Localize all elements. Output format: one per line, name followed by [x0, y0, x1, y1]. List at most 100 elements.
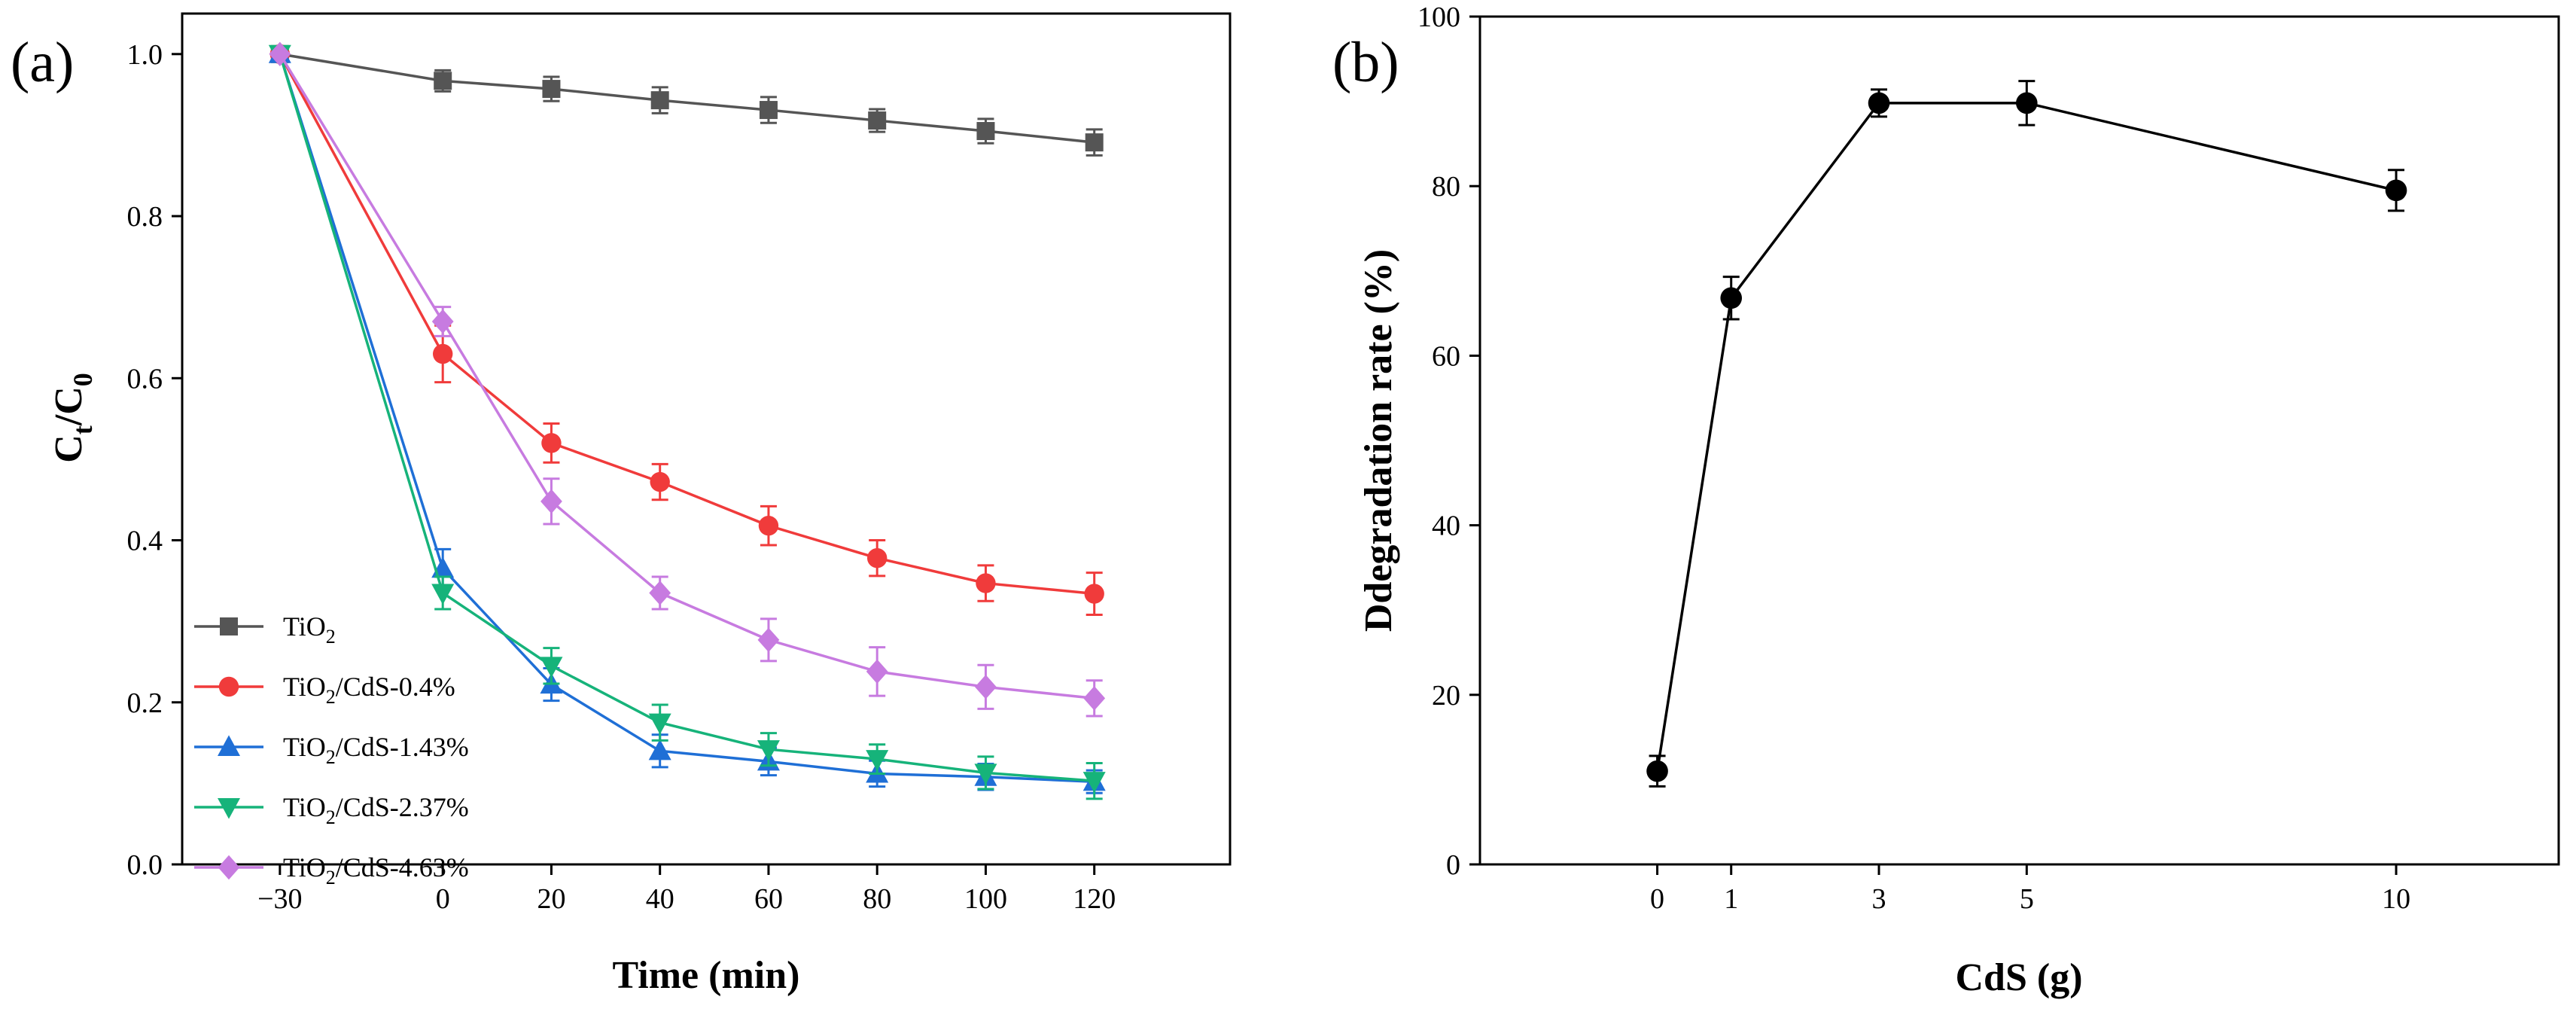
- legend-item: TiO2/CdS-1.43%: [194, 732, 469, 768]
- series-line: [279, 53, 1095, 596]
- x-axis-title-b: CdS (g): [1955, 956, 2082, 999]
- data-point: [431, 584, 455, 605]
- chart-a: (a) −30 0 20 40 60 80 100 120 0.0 0.2 0.4 0.6 0.8 1.0…: [11, 12, 1232, 997]
- data-point: [431, 309, 454, 334]
- series-line: [1655, 102, 2397, 772]
- data-point: [648, 713, 671, 735]
- plot-frame-b: [1478, 15, 2560, 866]
- y-axis-title-a: Ct/C0: [47, 373, 98, 463]
- series-0: [270, 44, 1104, 157]
- series-line: [279, 53, 1095, 700]
- series-4: [269, 41, 1106, 718]
- data-point: [1083, 686, 1106, 711]
- x-axis-title-a: Time (min): [613, 954, 800, 997]
- data-point: [1868, 92, 1890, 114]
- legend-marker: [220, 617, 238, 635]
- data-point: [974, 764, 997, 785]
- data-point: [1082, 772, 1106, 793]
- y-axis-title-a-sub1: t: [68, 425, 98, 434]
- panel-label-b: (b): [1332, 31, 1399, 94]
- data-point: [866, 750, 889, 771]
- data-point: [1646, 760, 1668, 782]
- y-axis-title-a-slash: /C: [47, 386, 90, 426]
- legend-label: TiO2/CdS-4.63%: [283, 852, 469, 888]
- data-point: [650, 91, 669, 110]
- legend-label: TiO2/CdS-1.43%: [283, 732, 469, 768]
- series-3: [268, 44, 1106, 800]
- y-tick-label: 100: [1417, 2, 1460, 33]
- x-tick-label: 3: [1872, 883, 1886, 915]
- series-0: [1646, 80, 2407, 788]
- y-tick-label: 1.0: [127, 39, 163, 71]
- panel-label-a: (a): [11, 31, 74, 94]
- legend-a: TiO2 TiO2/CdS-0.4% TiO2/CdS-1.43% TiO2/CdS-…: [194, 611, 469, 888]
- data-point: [975, 675, 997, 699]
- data-point: [541, 433, 562, 453]
- y-tick-label: 0.0: [127, 849, 163, 881]
- data-point: [868, 111, 887, 130]
- legend-marker: [218, 798, 240, 819]
- legend-marker: [218, 855, 240, 880]
- series-line: [279, 53, 1095, 783]
- data-point: [650, 471, 670, 492]
- y-tick-label: 20: [1432, 680, 1460, 712]
- data-point: [540, 489, 562, 514]
- x-tick-label: 0: [436, 883, 450, 915]
- data-point: [542, 80, 561, 99]
- data-point: [1085, 133, 1104, 152]
- y-tick-label: 80: [1432, 171, 1460, 203]
- x-tick-label: 40: [646, 883, 674, 915]
- x-tick-label: 20: [537, 883, 565, 915]
- x-tick-label: 1: [1724, 883, 1738, 915]
- data-point: [866, 548, 888, 568]
- y-tick-label: 0.4: [127, 526, 163, 557]
- data-point: [2016, 92, 2038, 114]
- data-point: [269, 41, 291, 67]
- legend-label: TiO2/CdS-2.37%: [283, 792, 469, 828]
- legend-item: TiO2/CdS-0.4%: [194, 672, 455, 708]
- x-tick-label: −30: [257, 883, 302, 915]
- data-point: [648, 739, 671, 760]
- data-point: [1720, 287, 1743, 309]
- y-tick-label: 60: [1432, 340, 1460, 372]
- plot-frame-a: [181, 12, 1232, 866]
- legend-item: TiO2/CdS-4.63%: [194, 852, 469, 888]
- x-tick-label: 80: [863, 883, 891, 915]
- x-tick-label: 5: [2020, 883, 2034, 915]
- data-point: [866, 659, 888, 684]
- legend-marker: [218, 676, 239, 697]
- y-tick-label: 0.2: [127, 687, 163, 719]
- y-axis-title-a-main: C: [47, 434, 90, 463]
- legend-label: TiO2/CdS-0.4%: [283, 672, 455, 708]
- legend-marker: [218, 735, 240, 756]
- data-point: [757, 740, 780, 761]
- data-point: [759, 101, 778, 120]
- data-point: [2385, 179, 2407, 202]
- legend-item: TiO2: [194, 611, 336, 648]
- data-point: [432, 343, 453, 364]
- data-point: [434, 72, 452, 90]
- data-point: [758, 515, 779, 536]
- series-line: [279, 53, 1095, 782]
- x-tick-label: 100: [964, 883, 1007, 915]
- y-tick-label: 40: [1432, 511, 1460, 542]
- data-point: [540, 657, 563, 678]
- legend-item: TiO2/CdS-2.37%: [194, 792, 469, 828]
- data-point: [649, 581, 671, 605]
- data-point: [976, 573, 996, 593]
- x-tick-label: 120: [1073, 883, 1116, 915]
- series-line: [279, 53, 1095, 144]
- x-tick-label: 10: [2382, 883, 2410, 915]
- y-tick-label: 0.6: [127, 363, 163, 395]
- data-point: [757, 627, 780, 653]
- legend-label: TiO2: [283, 611, 336, 648]
- data-point: [976, 122, 995, 141]
- data-point: [1084, 584, 1104, 604]
- y-tick-label: 0.8: [127, 201, 163, 233]
- y-axis-title-b: Ddegradation rate (%): [1357, 249, 1400, 632]
- y-axis-title-a-sub2: 0: [68, 373, 98, 386]
- x-tick-label: 0: [1650, 883, 1664, 915]
- y-tick-label: 0: [1446, 849, 1460, 881]
